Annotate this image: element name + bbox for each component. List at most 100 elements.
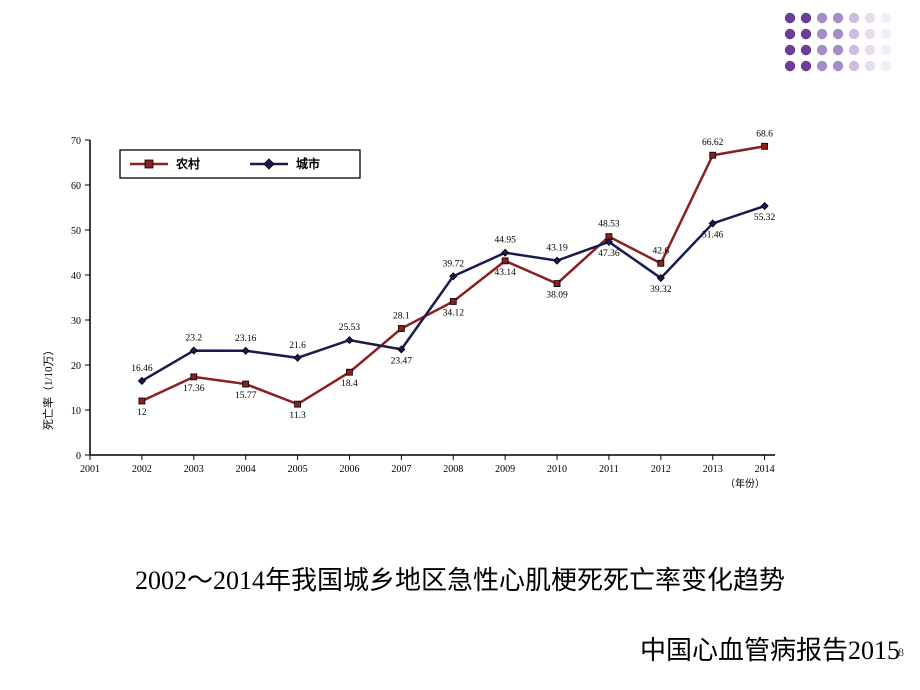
dot <box>785 61 795 71</box>
data-label: 42.6 <box>653 246 670 256</box>
page-number: 8 <box>898 645 904 660</box>
dot <box>849 61 859 71</box>
data-label: 15.77 <box>235 391 257 401</box>
dot <box>881 61 891 71</box>
dot <box>785 29 795 39</box>
dot <box>833 29 843 39</box>
data-label: 25.53 <box>339 323 361 333</box>
line-chart: 0102030405060702001200220032004200520062… <box>30 130 785 500</box>
data-marker <box>761 203 768 210</box>
corner-dots-decoration <box>780 8 910 88</box>
data-marker <box>294 354 301 361</box>
dot <box>833 13 843 23</box>
data-marker <box>295 401 301 407</box>
data-marker <box>502 258 508 264</box>
chart-container: 死亡率（1/10万） 01020304050607020012002200320… <box>30 130 785 500</box>
data-label: 43.19 <box>546 244 568 254</box>
dot <box>785 13 795 23</box>
y-tick-label: 10 <box>71 406 81 417</box>
data-marker <box>762 143 768 149</box>
data-label: 39.32 <box>650 285 672 295</box>
y-tick-label: 20 <box>71 361 81 372</box>
x-tick-label: 2009 <box>495 464 515 475</box>
legend-marker <box>145 160 153 168</box>
y-tick-label: 40 <box>71 271 81 282</box>
x-tick-label: 2004 <box>236 464 256 475</box>
data-marker <box>346 369 352 375</box>
data-marker <box>139 398 145 404</box>
dot <box>865 13 875 23</box>
data-label: 48.53 <box>598 220 620 230</box>
data-label: 18.4 <box>341 379 358 389</box>
dot <box>817 45 827 55</box>
dot <box>833 61 843 71</box>
data-label: 17.36 <box>183 384 205 394</box>
dot <box>849 29 859 39</box>
legend-label: 城市 <box>296 156 320 171</box>
dot <box>833 45 843 55</box>
dot <box>817 61 827 71</box>
data-label: 16.46 <box>131 364 153 374</box>
data-label: 44.95 <box>494 236 516 246</box>
x-tick-label: 2008 <box>443 464 463 475</box>
dot <box>817 13 827 23</box>
x-tick-label: 2013 <box>703 464 723 475</box>
data-label: 11.3 <box>289 411 306 421</box>
dot <box>865 61 875 71</box>
data-label: 47.36 <box>598 249 620 259</box>
dot <box>801 61 811 71</box>
legend-label: 农村 <box>175 156 200 171</box>
x-axis-label: （年份） <box>725 477 765 490</box>
data-label: 12 <box>137 408 147 418</box>
dot <box>881 29 891 39</box>
data-marker <box>398 326 404 332</box>
data-label: 34.12 <box>443 308 465 318</box>
data-label: 28.1 <box>393 312 410 322</box>
x-tick-label: 2014 <box>755 464 775 475</box>
y-tick-label: 50 <box>71 226 81 237</box>
data-label: 21.6 <box>289 341 306 351</box>
dot <box>801 45 811 55</box>
dot <box>785 45 795 55</box>
x-tick-label: 2006 <box>339 464 359 475</box>
x-tick-label: 2010 <box>547 464 567 475</box>
data-label: 23.2 <box>185 334 202 344</box>
data-label: 68.6 <box>756 130 773 139</box>
data-marker <box>346 337 353 344</box>
chart-source: 中国心血管病报告2015 <box>0 630 900 667</box>
data-marker <box>554 281 560 287</box>
data-marker <box>242 347 249 354</box>
data-label: 51.46 <box>702 230 724 240</box>
dot <box>881 45 891 55</box>
y-tick-label: 70 <box>71 136 81 147</box>
data-label: 23.16 <box>235 334 257 344</box>
x-tick-label: 2007 <box>391 464 411 475</box>
data-marker <box>191 374 197 380</box>
data-marker <box>243 381 249 387</box>
chart-caption: 2002～2014年我国城乡地区急性心肌梗死死亡率变化趋势 <box>0 560 920 597</box>
data-marker <box>658 260 664 266</box>
legend-marker <box>264 159 274 169</box>
y-tick-label: 60 <box>71 181 81 192</box>
x-tick-label: 2005 <box>288 464 308 475</box>
x-tick-label: 2001 <box>80 464 100 475</box>
dot <box>849 13 859 23</box>
data-label: 55.32 <box>754 213 776 223</box>
data-marker <box>554 257 561 264</box>
x-tick-label: 2012 <box>651 464 671 475</box>
data-label: 38.09 <box>546 291 568 301</box>
dot <box>849 45 859 55</box>
data-marker <box>710 152 716 158</box>
data-label: 39.72 <box>443 259 465 269</box>
data-marker <box>450 298 456 304</box>
x-tick-label: 2011 <box>599 464 619 475</box>
y-tick-label: 0 <box>76 451 81 462</box>
dot <box>801 29 811 39</box>
data-label: 66.62 <box>702 138 724 148</box>
dot <box>881 13 891 23</box>
x-tick-label: 2002 <box>132 464 152 475</box>
data-label: 43.14 <box>494 268 516 278</box>
dot <box>865 29 875 39</box>
data-label: 23.47 <box>391 356 413 366</box>
dot <box>801 13 811 23</box>
